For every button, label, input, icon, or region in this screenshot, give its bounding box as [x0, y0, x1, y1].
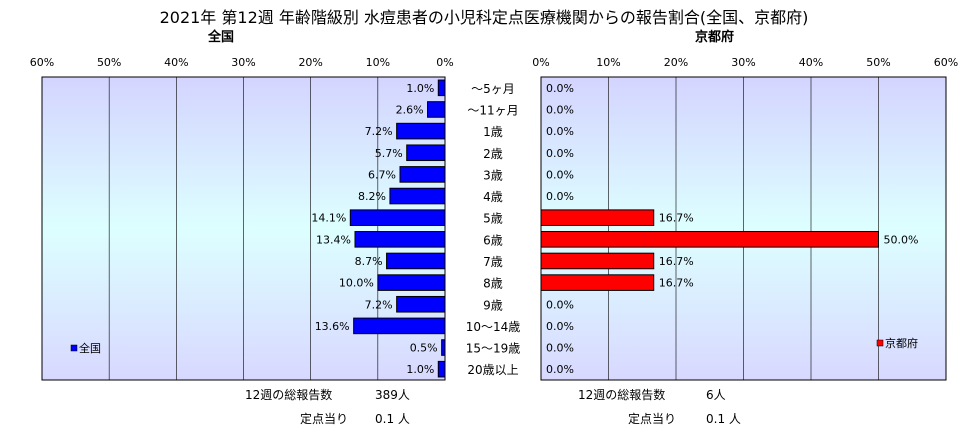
category-label: ～11ヶ月	[467, 103, 518, 117]
kyoto-tick-label: 60%	[934, 56, 958, 69]
category-label: 10～14歳	[466, 320, 521, 334]
national-value-label: 13.4%	[316, 233, 351, 246]
kyoto-value-label: 0.0%	[546, 298, 574, 311]
national-tick-label: 0%	[436, 56, 453, 69]
national-bar	[377, 274, 446, 291]
national-bar	[441, 339, 446, 356]
kyoto-value-label: 0.0%	[546, 125, 574, 138]
category-label: 6歳	[483, 233, 503, 247]
national-bar	[353, 317, 446, 335]
national-legend-swatch	[70, 344, 78, 352]
national-value-label: 10.0%	[339, 277, 374, 290]
national-value-label: 1.0%	[406, 82, 434, 95]
national-tick-label: 50%	[97, 56, 121, 69]
national-value-label: 5.7%	[375, 147, 403, 160]
national-bar	[399, 166, 446, 183]
kyoto-value-label: 16.7%	[659, 212, 694, 225]
kyoto-total-label: 12週の総報告数	[578, 388, 666, 402]
kyoto-value-label: 0.0%	[546, 82, 574, 95]
kyoto-value-label: 50.0%	[884, 233, 919, 246]
national-tick-label: 10%	[366, 56, 390, 69]
national-bar	[427, 101, 446, 118]
national-value-label: 14.1%	[311, 212, 346, 225]
national-value-label: 8.2%	[358, 190, 386, 203]
category-label: 5歳	[483, 212, 503, 226]
national-value-label: 7.2%	[365, 125, 393, 138]
national-legend-label: 全国	[79, 341, 101, 355]
kyoto-value-label: 0.0%	[546, 363, 574, 376]
national-tick-label: 20%	[298, 56, 322, 69]
national-per-label: 定点当り	[300, 412, 349, 426]
national-bar	[437, 79, 446, 97]
national-value-label: 8.7%	[355, 255, 383, 268]
national-total-label: 12週の総報告数	[245, 388, 333, 402]
kyoto-tick-label: 0%	[532, 56, 549, 69]
national-value-label: 7.2%	[365, 298, 393, 311]
national-bar	[406, 144, 446, 162]
category-label: 2歳	[483, 147, 503, 161]
kyoto-tick-label: 20%	[664, 56, 688, 69]
category-label: 8歳	[483, 277, 503, 291]
national-value-label: 1.0%	[406, 363, 434, 376]
national-bar	[396, 122, 446, 140]
national-bar	[354, 231, 446, 248]
kyoto-value-label: 0.0%	[546, 103, 574, 116]
national-total-value: 389人	[375, 388, 410, 402]
kyoto-value-label: 16.7%	[659, 277, 694, 290]
kyoto-value-label: 0.0%	[546, 147, 574, 160]
category-label: 7歳	[483, 255, 503, 269]
national-panel-title: 全国	[208, 30, 235, 45]
category-label: 3歳	[483, 168, 503, 182]
national-value-label: 0.5%	[410, 342, 438, 355]
chart-title: 2021年 第12週 年齢階級別 水痘患者の小児科定点医療機関からの報告割合(全…	[159, 8, 809, 27]
kyoto-legend-label: 京都府	[885, 336, 918, 350]
national-bar	[396, 295, 446, 313]
kyoto-tick-label: 50%	[866, 56, 890, 69]
kyoto-bar	[540, 231, 879, 248]
category-label: 1歳	[483, 125, 503, 139]
national-bar	[386, 252, 446, 270]
category-label: 9歳	[483, 298, 503, 312]
kyoto-per-value: 0.1 人	[706, 412, 741, 426]
kyoto-value-label: 0.0%	[546, 342, 574, 355]
kyoto-panel-title: 京都府	[695, 30, 735, 45]
national-tick-label: 30%	[231, 56, 255, 69]
category-label: 15～19歳	[466, 342, 521, 356]
kyoto-tick-label: 10%	[596, 56, 620, 69]
national-tick-label: 40%	[164, 56, 188, 69]
category-label: 20歳以上	[467, 363, 518, 377]
kyoto-value-label: 16.7%	[659, 255, 694, 268]
national-bar	[349, 209, 446, 226]
national-value-label: 13.6%	[315, 320, 350, 333]
kyoto-bar	[540, 252, 655, 270]
kyoto-tick-label: 40%	[799, 56, 823, 69]
category-label: 4歳	[483, 190, 503, 204]
national-bar	[437, 360, 446, 378]
kyoto-total-value: 6人	[706, 388, 726, 402]
kyoto-value-label: 0.0%	[546, 320, 574, 333]
kyoto-per-label: 定点当り	[628, 412, 677, 426]
national-value-label: 2.6%	[396, 103, 424, 116]
kyoto-legend-swatch	[876, 339, 884, 347]
national-bar	[389, 187, 446, 205]
national-tick-label: 60%	[30, 56, 54, 69]
category-label: ～5ヶ月	[471, 82, 515, 96]
kyoto-bar	[540, 209, 655, 226]
kyoto-bar	[540, 274, 655, 291]
kyoto-value-label: 0.0%	[546, 168, 574, 181]
national-value-label: 6.7%	[368, 168, 396, 181]
kyoto-tick-label: 30%	[731, 56, 755, 69]
national-per-value: 0.1 人	[375, 412, 410, 426]
kyoto-value-label: 0.0%	[546, 190, 574, 203]
